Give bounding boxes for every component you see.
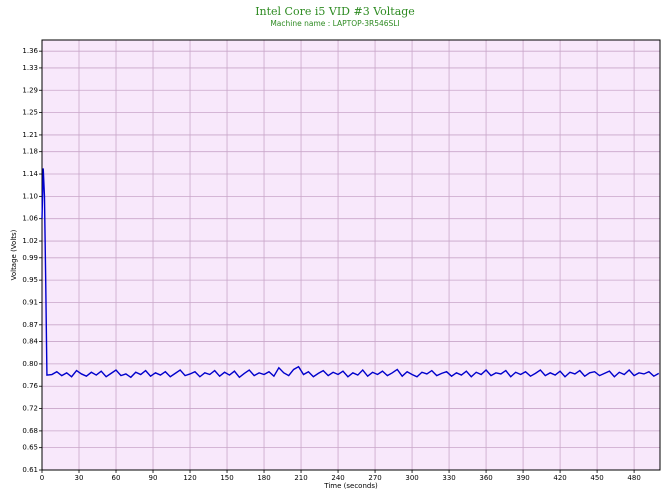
y-tick-label: 0.72 [22, 405, 38, 413]
x-tick-label: 390 [516, 474, 529, 482]
y-tick-label: 1.02 [22, 237, 38, 245]
x-tick-label: 120 [183, 474, 196, 482]
x-tick-label: 240 [331, 474, 344, 482]
y-tick-label: 0.68 [22, 427, 38, 435]
chart-subtitle: Machine name : LAPTOP-3R546SLI [270, 19, 399, 28]
y-tick-label: 1.33 [22, 64, 38, 72]
y-tick-label: 1.18 [22, 148, 38, 156]
y-tick-label: 1.14 [22, 170, 38, 178]
x-tick-label: 450 [590, 474, 603, 482]
x-tick-label: 300 [405, 474, 418, 482]
x-tick-label: 420 [553, 474, 566, 482]
x-tick-label: 90 [149, 474, 158, 482]
x-tick-label: 180 [257, 474, 270, 482]
y-tick-label: 0.95 [22, 276, 38, 284]
voltage-line [41, 168, 660, 379]
y-axis-label: Voltage (Volts) [10, 229, 18, 280]
x-tick-label: 360 [479, 474, 492, 482]
y-tick-label: 0.61 [22, 466, 38, 474]
plot-border [41, 39, 661, 471]
chart-title: Intel Core i5 VID #3 Voltage [255, 5, 415, 18]
y-tick-label: 0.99 [22, 254, 38, 262]
x-tick-label: 30 [75, 474, 84, 482]
y-tick-label: 1.06 [22, 215, 38, 223]
y-tick-label: 1.25 [22, 109, 38, 117]
x-axis-label: Time (seconds) [323, 482, 378, 490]
y-tick-label: 1.29 [22, 86, 38, 94]
y-tick-label: 0.87 [22, 321, 38, 329]
x-tick-label: 270 [368, 474, 381, 482]
y-tick-label: 0.80 [22, 360, 38, 368]
y-tick-label: 0.84 [22, 338, 38, 346]
x-tick-label: 330 [442, 474, 455, 482]
plot-area [42, 40, 660, 470]
x-tick-label: 0 [40, 474, 44, 482]
y-tick-label: 1.21 [22, 131, 38, 139]
x-tick-label: 60 [112, 474, 121, 482]
y-tick-label: 0.76 [22, 382, 38, 390]
y-tick-label: 0.65 [22, 444, 38, 452]
y-tick-label: 1.36 [22, 47, 38, 55]
x-tick-label: 150 [220, 474, 233, 482]
x-tick-label: 480 [627, 474, 640, 482]
x-tick-label: 210 [294, 474, 307, 482]
y-tick-label: 0.91 [22, 298, 38, 306]
y-tick-label: 1.10 [22, 192, 38, 200]
